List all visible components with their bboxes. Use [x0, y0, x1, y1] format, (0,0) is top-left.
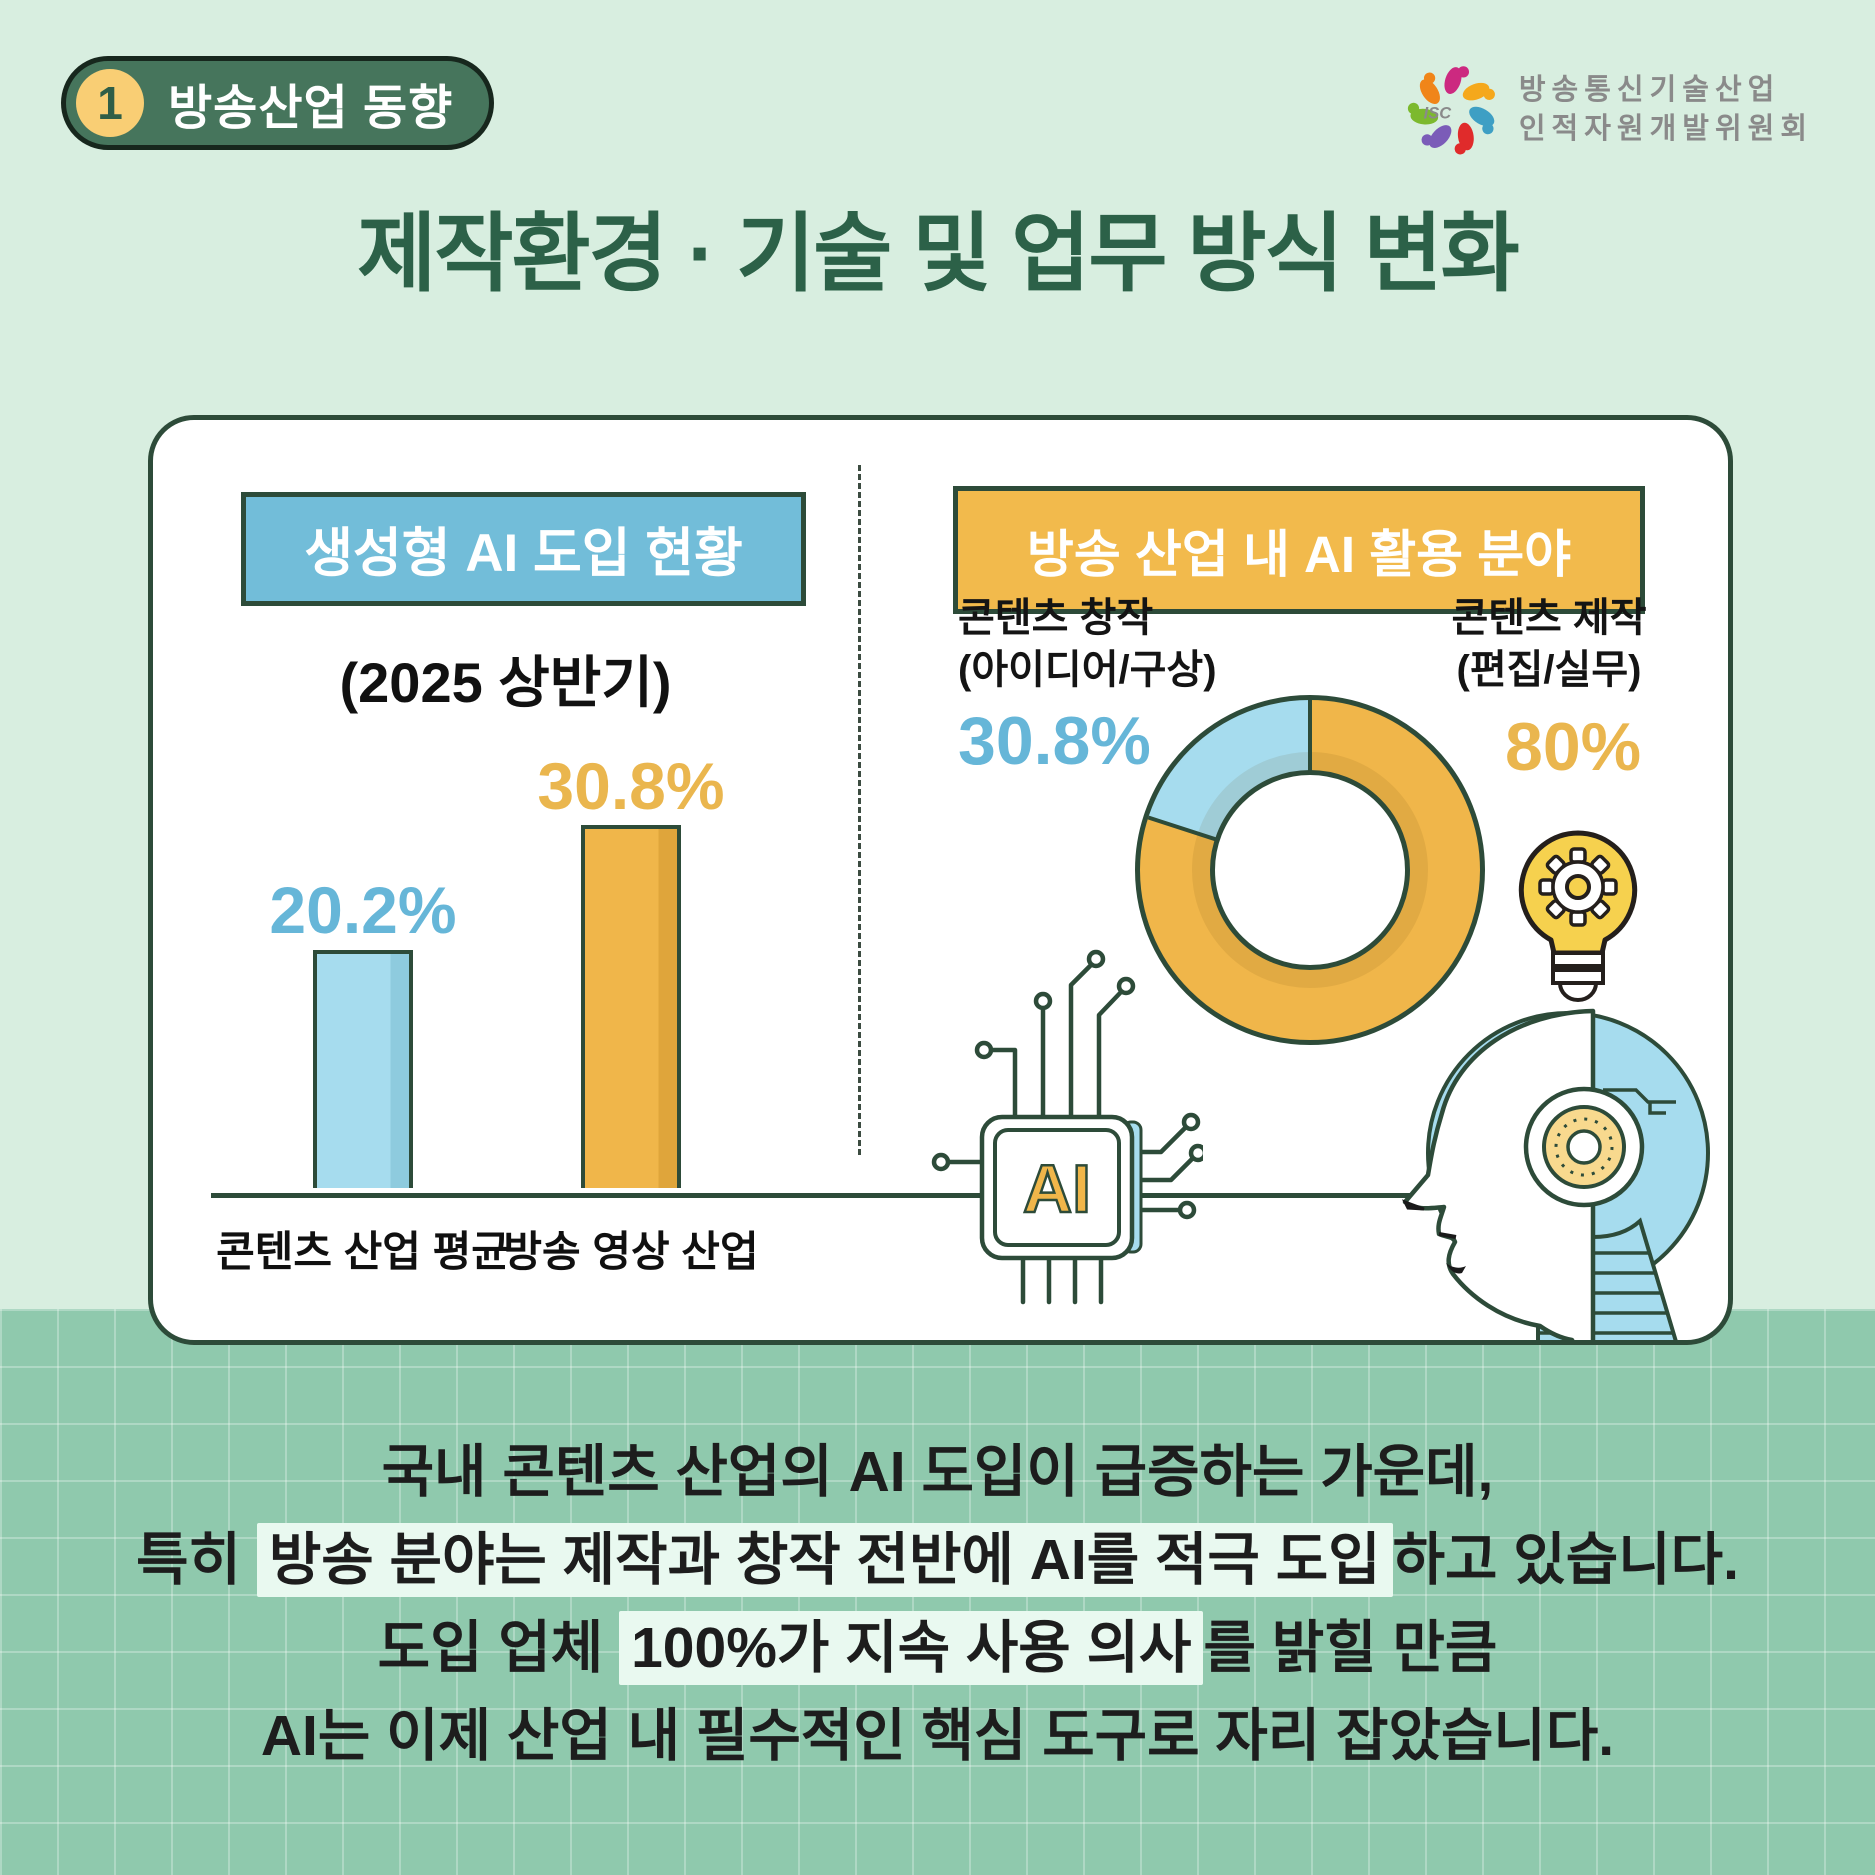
org-name: 방송통신기술산업 인적자원개발위원회 — [1519, 71, 1813, 149]
page-title: 제작환경 · 기술 및 업무 방식 변화 — [357, 206, 1520, 302]
isc-abbr-text: ISC — [1424, 105, 1453, 123]
summary-line-2: 특히 방송 분야는 제작과 창작 전반에 AI를 적극 도입 하고 있습니다. — [0, 1516, 1875, 1604]
segment-production-value: 80% — [1505, 709, 1642, 785]
summary-line3-highlight: 100%가 지속 사용 의사 — [619, 1611, 1204, 1685]
ai-chip-icon: AI — [931, 949, 1203, 1305]
org-logo: ISC 방송통신기술산업 인적자원개발위원회 — [1401, 58, 1813, 162]
ai-chip-label: AI — [1023, 1151, 1091, 1227]
baseline-axis — [211, 1193, 1419, 1198]
summary-line2-suffix: 하고 있습니다. — [1392, 1528, 1739, 1592]
segment-creation-label: 콘텐츠 창작 — [958, 596, 1154, 640]
bar-broadcast-industry — [581, 825, 681, 1188]
bar-chart-title: 생성형 AI 도입 현황 — [241, 492, 806, 606]
isc-logo-icon: ISC — [1407, 66, 1495, 155]
donut-right-segment-label: 콘텐츠 제작 (편집/실무) — [1449, 592, 1649, 696]
segment-creation-value: 30.8% — [958, 703, 1151, 779]
summary-line2-highlight: 방송 분야는 제작과 창작 전반에 AI를 적극 도입 — [256, 1523, 1393, 1597]
charts-card: 생성형 AI 도입 현황 (2025 상반기) 20.2% 30.8% 콘텐츠 … — [148, 415, 1733, 1345]
donut-divider-boundary — [1147, 815, 1222, 843]
bar-chart-subtitle: (2025 상반기) — [339, 651, 672, 714]
section-number: 1 — [76, 69, 144, 137]
summary-line3-suffix: 를 밝힐 만큼 — [1203, 1616, 1498, 1680]
donut-hole — [1210, 770, 1410, 970]
summary-line-1: 국내 콘텐츠 산업의 AI 도입이 급증하는 가운데, — [381, 1440, 1494, 1504]
summary-text-block: 국내 콘텐츠 산업의 AI 도입이 급증하는 가운데, 특히 방송 분야는 제작… — [0, 1428, 1875, 1780]
bar-label-content-industry: 콘텐츠 산업 평균 — [216, 1228, 510, 1275]
summary-line-3: 도입 업체 100%가 지속 사용 의사 를 밝힐 만큼 — [0, 1604, 1875, 1692]
bar-content-industry — [313, 950, 413, 1188]
bar-label-broadcast-industry: 방송 영상 산업 — [503, 1228, 759, 1275]
donut-chart-title: 방송 산업 내 AI 활용 분야 — [953, 486, 1645, 614]
robot-head-icon — [1401, 1008, 1710, 1340]
summary-line2-prefix: 특히 — [136, 1528, 257, 1592]
segment-creation-sublabel: (아이디어/구상) — [958, 648, 1217, 692]
org-name-line2: 인적자원개발위원회 — [1518, 113, 1813, 145]
segment-production-sublabel: (편집/실무) — [1456, 648, 1642, 692]
section-badge: 1 방송산업 동향 — [61, 56, 495, 150]
lightbulb-gear-icon — [1518, 830, 1638, 1002]
donut-divider-top — [1308, 700, 1312, 776]
bar-value-broadcast-industry: 30.8% — [537, 749, 725, 823]
summary-line3-prefix: 도입 업체 — [377, 1616, 620, 1680]
vertical-dashed-divider — [858, 465, 861, 1155]
summary-line-4: AI는 이제 산업 내 필수적인 핵심 도구로 자리 잡았습니다. — [260, 1704, 1615, 1768]
donut-left-segment-label: 콘텐츠 창작 (아이디어/구상) — [958, 592, 1217, 696]
segment-production-label: 콘텐츠 제작 — [1451, 596, 1647, 640]
org-name-line1: 방송통신기술산업 — [1518, 74, 1781, 106]
bar-value-content-industry: 20.2% — [269, 873, 457, 947]
section-title: 방송산업 동향 — [168, 82, 454, 135]
